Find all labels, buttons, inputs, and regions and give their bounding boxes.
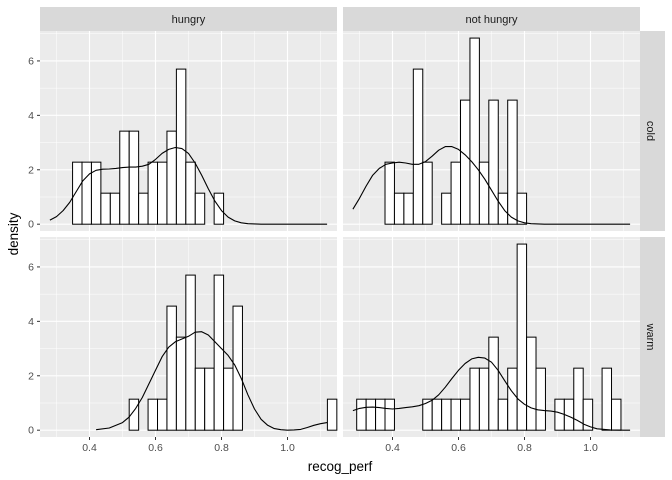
- histogram-bar: [166, 305, 177, 431]
- panel-warm-hungry: [40, 237, 338, 437]
- histogram-bar: [611, 398, 622, 431]
- histogram-bar: [185, 161, 196, 225]
- y-tick-label: 2: [28, 164, 34, 176]
- y-tick-label: 0: [28, 425, 34, 437]
- histogram-bar: [100, 192, 111, 225]
- y-tick-label: 6: [28, 55, 34, 67]
- histogram-bar: [460, 398, 471, 431]
- histogram-bar: [157, 398, 168, 431]
- histogram-bar: [478, 161, 490, 225]
- y-tick-label: 4: [28, 316, 34, 328]
- histogram-bar: [441, 192, 452, 225]
- histogram-bar: [109, 192, 121, 225]
- histogram-bar: [326, 398, 338, 431]
- histogram-bar: [582, 398, 594, 431]
- x-tick-label: 0.4: [385, 442, 400, 454]
- x-tick-label: 0.6: [148, 442, 163, 454]
- strips-layer: hungry not hungry cold warm: [40, 7, 665, 437]
- strip-right-warm: [640, 237, 665, 437]
- histogram-bar: [128, 398, 140, 431]
- histogram-bar: [507, 99, 518, 225]
- histogram-bar: [488, 336, 499, 431]
- histogram-bar: [469, 37, 480, 225]
- histogram-bar: [185, 274, 196, 431]
- strip-top-hungry: [40, 7, 337, 31]
- histogram-bar: [554, 398, 565, 431]
- histogram-bar: [213, 192, 225, 225]
- histogram-bar: [526, 336, 537, 431]
- histogram-bar: [213, 274, 225, 431]
- histogram-bar: [375, 398, 386, 431]
- histogram-bar: [166, 130, 177, 225]
- density-curve: [352, 146, 631, 225]
- x-axis-title: recog_perf: [308, 459, 373, 474]
- histogram-bar: [488, 99, 499, 225]
- strip-label-not-hungry: not hungry: [466, 14, 518, 26]
- x-tick-label: 0.8: [214, 442, 229, 454]
- histogram-bar: [175, 68, 187, 225]
- histogram-bar: [175, 336, 187, 431]
- strip-label-warm: warm: [644, 323, 656, 351]
- histogram-bar: [119, 130, 130, 225]
- histogram-bar: [138, 192, 149, 225]
- y-tick-label: 6: [28, 261, 34, 273]
- histogram-bar: [469, 367, 480, 431]
- strip-label-hungry: hungry: [172, 14, 206, 26]
- histogram-bar: [204, 367, 215, 431]
- x-tick-label: 0.6: [451, 442, 466, 454]
- histogram-bar: [365, 398, 377, 431]
- histogram-bar: [194, 367, 206, 431]
- histogram-bar: [81, 161, 92, 225]
- strip-label-cold: cold: [644, 121, 656, 141]
- histogram-bar: [157, 161, 168, 225]
- histogram-bar: [516, 192, 528, 225]
- density-curve: [49, 146, 328, 225]
- axes-layer: 0 2 4 6 0 2 4 6 0.4 0.6 0.8 1.0 0.4 0.6 0.8 1.0: [28, 55, 598, 454]
- density-curve: [96, 331, 328, 431]
- histogram-bar: [450, 398, 462, 431]
- y-tick-label: 4: [28, 110, 34, 122]
- y-tick-label: 2: [28, 370, 34, 382]
- panel-warm-not-hungry: [343, 237, 640, 437]
- panel-cold-not-hungry: [343, 31, 640, 231]
- histogram-bar: [431, 398, 443, 431]
- histogram-bar: [194, 192, 206, 225]
- histogram-bar: [147, 398, 159, 431]
- histogram-bar: [450, 161, 462, 225]
- histogram-bar: [441, 398, 452, 431]
- histogram-bar: [147, 161, 159, 225]
- histogram-bar: [412, 68, 424, 225]
- histogram-bar: [384, 161, 395, 225]
- histogram-bar: [507, 367, 518, 431]
- histogram-bar: [232, 305, 243, 431]
- panels-layer: [40, 31, 640, 437]
- x-tick-label: 0.8: [517, 442, 532, 454]
- histogram-bar: [223, 367, 234, 431]
- histogram-bar: [393, 192, 405, 225]
- histogram-bar: [384, 398, 395, 431]
- histogram-bar: [422, 161, 433, 225]
- histogram-bar: [535, 367, 546, 431]
- x-tick-label: 1.0: [583, 442, 598, 454]
- panel-cold-hungry: [40, 31, 337, 231]
- histogram-bar: [478, 367, 490, 431]
- density-curve: [352, 356, 631, 431]
- histogram-bar: [460, 99, 471, 225]
- histogram-bar: [128, 130, 140, 225]
- histogram-bar: [72, 161, 83, 225]
- strip-right-cold: [640, 31, 665, 231]
- histogram-bar: [601, 367, 613, 431]
- y-axis-title: density: [6, 212, 21, 255]
- histogram-bar: [497, 398, 509, 431]
- x-tick-label: 0.4: [82, 442, 97, 454]
- histogram-bar: [356, 398, 367, 431]
- strip-top-not-hungry: [343, 7, 640, 31]
- y-tick-label: 0: [28, 219, 34, 231]
- x-tick-label: 1.0: [280, 442, 295, 454]
- histogram-bar: [403, 192, 414, 225]
